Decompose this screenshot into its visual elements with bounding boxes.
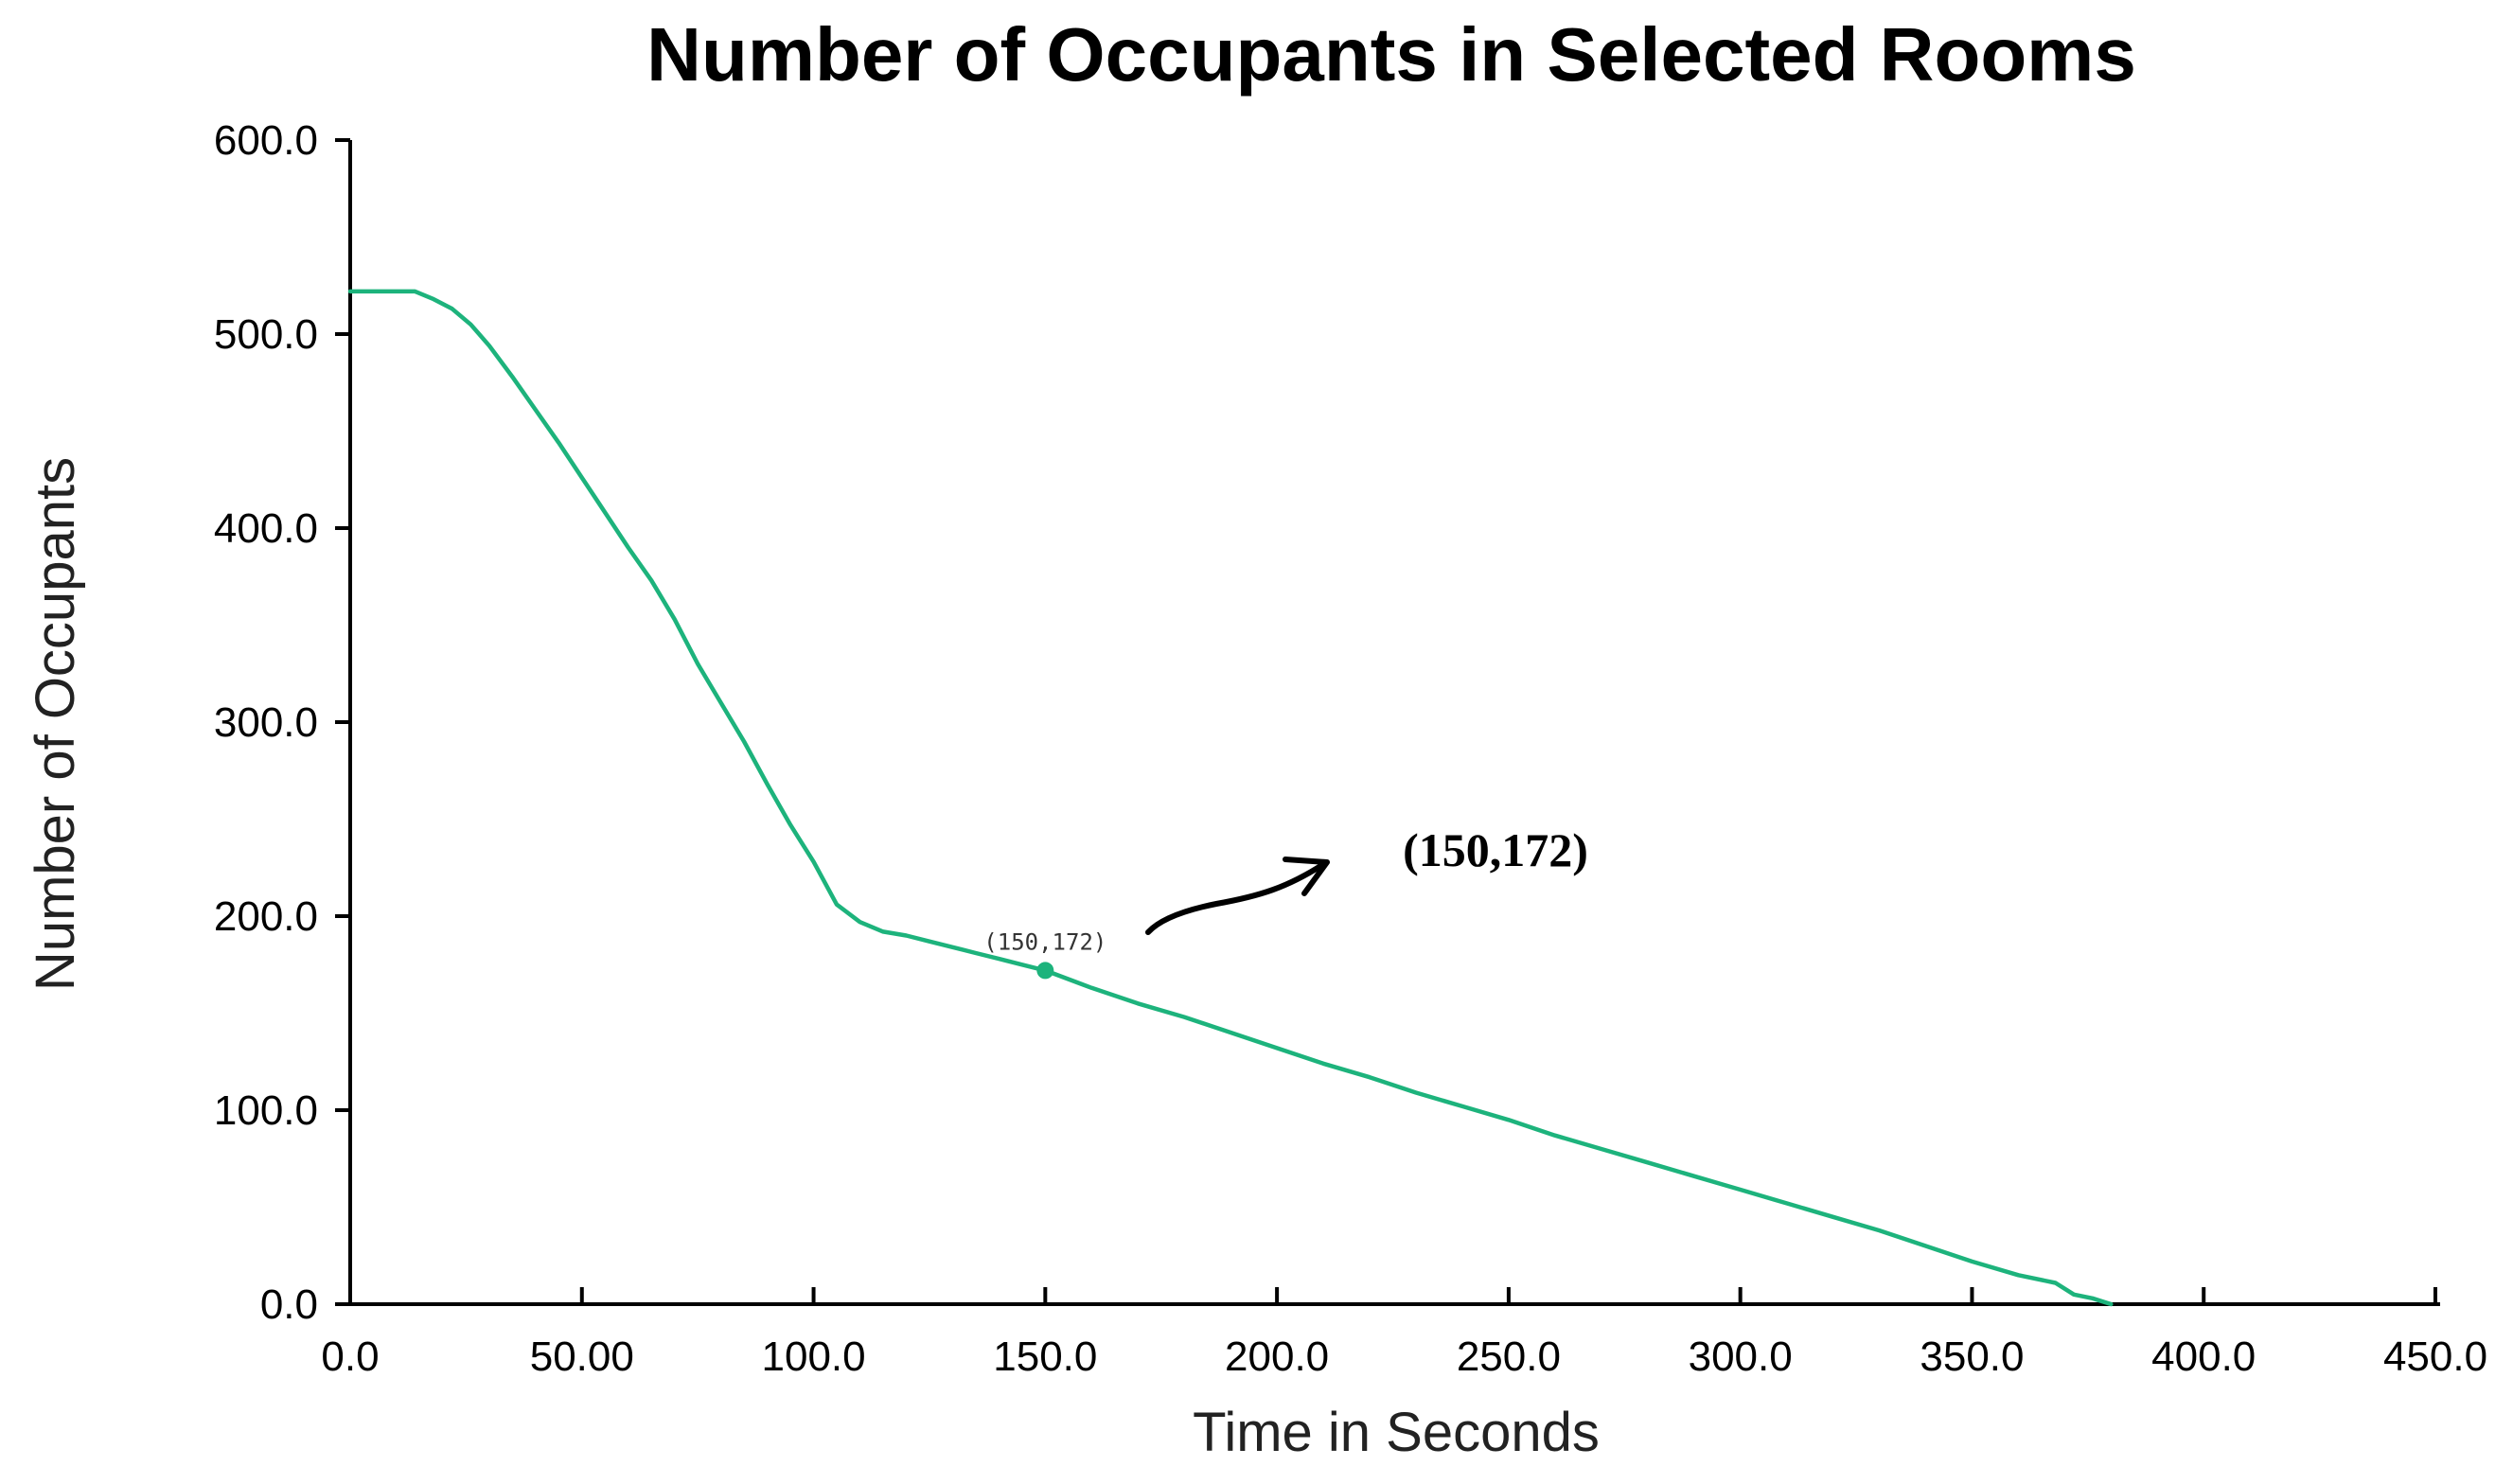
y-tick-label: 300.0 — [214, 699, 318, 746]
y-tick-label: 600.0 — [214, 117, 318, 164]
x-axis-label: Time in Seconds — [1193, 1402, 1600, 1463]
x-tick-label: 100.0 — [762, 1334, 866, 1380]
x-tick-label: 300.0 — [1689, 1334, 1793, 1380]
y-tick-label: 100.0 — [214, 1087, 318, 1134]
chart-title: Number of Occupants in Selected Rooms — [646, 12, 2136, 97]
x-tick-label: 400.0 — [2151, 1334, 2256, 1380]
x-tick-label: 150.0 — [993, 1334, 1097, 1380]
y-tick-label: 500.0 — [214, 311, 318, 358]
x-ticks: 0.0 50.00 100.0 150.0 200.0 250.0 300.0 350.0 40… — [321, 1287, 2487, 1380]
y-tick-label: 200.0 — [214, 893, 318, 940]
y-axis-label: Number of Occupants — [25, 457, 86, 991]
y-tick-label: 400.0 — [214, 505, 318, 552]
x-tick-label: 200.0 — [1225, 1334, 1329, 1380]
highlight-point — [1036, 962, 1054, 980]
series-line — [347, 289, 2114, 1307]
callout-arrow — [1145, 860, 1328, 935]
x-tick-label: 450.0 — [2383, 1334, 2487, 1380]
x-tick-label: 350.0 — [1920, 1334, 2024, 1380]
x-tick-label: 250.0 — [1457, 1334, 1561, 1380]
x-tick-label: 0.0 — [321, 1334, 379, 1380]
y-ticks: 0.0 100.0 200.0 300.0 400.0 500.0 600.0 — [214, 117, 350, 1328]
highlight-point-label: (150,172) — [983, 928, 1106, 955]
y-tick-label: 0.0 — [260, 1281, 318, 1328]
x-tick-label: 50.00 — [530, 1334, 634, 1380]
callout-arrow-head — [1283, 857, 1330, 896]
callout-label: (150,172) — [1403, 823, 1588, 876]
